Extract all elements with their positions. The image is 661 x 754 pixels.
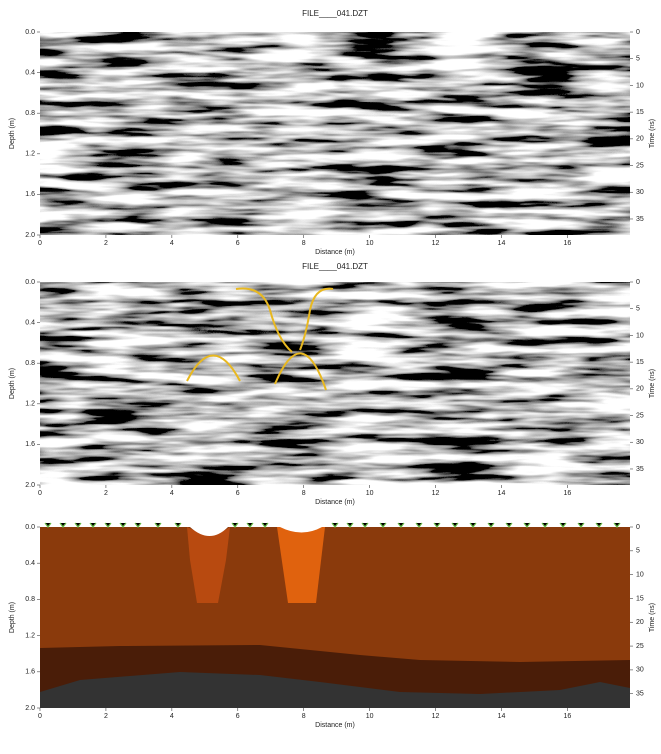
- y2-tick-label: 0: [636, 524, 640, 531]
- y-tick-label: 1.2: [25, 401, 35, 408]
- y2-tick-label: 25: [636, 412, 644, 419]
- y-tick-label: 0.0: [25, 29, 35, 36]
- y2-axis-label: Time (ns): [649, 603, 656, 632]
- x-tick-label: 2: [104, 240, 108, 247]
- x-tick-label: 6: [236, 713, 240, 720]
- x-tick-label: 0: [38, 713, 42, 720]
- x-tick-label: 16: [563, 490, 571, 497]
- x-axis-label: Distance (m): [315, 249, 355, 256]
- y2-tick-label: 20: [636, 619, 644, 626]
- x-tick-label: 16: [563, 713, 571, 720]
- y2-tick-label: 30: [636, 189, 644, 196]
- x-tick-label: 16: [563, 240, 571, 247]
- x-tick-label: 8: [302, 490, 306, 497]
- x-tick-label: 4: [170, 240, 174, 247]
- y-tick-label: 0.0: [25, 279, 35, 286]
- x-tick-label: 10: [366, 490, 374, 497]
- x-tick-label: 4: [170, 713, 174, 720]
- y-tick-label: 0.8: [25, 110, 35, 117]
- y-tick-label: 1.6: [25, 669, 35, 676]
- y2-tick-label: 35: [636, 466, 644, 473]
- y-tick-label: 0.8: [25, 360, 35, 367]
- y-tick-label: 1.2: [25, 151, 35, 158]
- y2-tick-label: 30: [636, 667, 644, 674]
- x-tick-label: 14: [498, 713, 506, 720]
- y2-tick-label: 25: [636, 643, 644, 650]
- y2-axis-label: Time (ns): [649, 369, 656, 398]
- y-tick-label: 2.0: [25, 232, 35, 239]
- y2-axis-label: Time (ns): [649, 119, 656, 148]
- x-tick-label: 12: [432, 490, 440, 497]
- y-tick-label: 0.0: [25, 524, 35, 531]
- radargram-image: [40, 282, 630, 485]
- x-tick-label: 6: [236, 240, 240, 247]
- y-axis-label: Depth (m): [9, 602, 16, 633]
- soil-section: [40, 522, 630, 708]
- x-tick-label: 4: [170, 490, 174, 497]
- radargram-image: [40, 32, 630, 235]
- y2-tick-label: 5: [636, 548, 640, 555]
- y2-tick-label: 20: [636, 136, 644, 143]
- x-axis-label: Distance (m): [315, 499, 355, 506]
- y2-tick-label: 0: [636, 279, 640, 286]
- x-tick-label: 2: [104, 713, 108, 720]
- hyperbola-annotations: [186, 287, 334, 391]
- x-tick-label: 14: [498, 240, 506, 247]
- y2-tick-label: 10: [636, 82, 644, 89]
- x-tick-label: 2: [104, 490, 108, 497]
- x-tick-label: 8: [302, 240, 306, 247]
- y2-tick-label: 0: [636, 29, 640, 36]
- y-axis-label: Depth (m): [9, 368, 16, 399]
- y-tick-label: 0.4: [25, 560, 35, 567]
- y2-tick-label: 10: [636, 332, 644, 339]
- y-axis-label: Depth (m): [9, 118, 16, 149]
- x-axis-label: Distance (m): [315, 722, 355, 729]
- y-tick-label: 2.0: [25, 482, 35, 489]
- y2-tick-label: 10: [636, 571, 644, 578]
- y2-tick-label: 15: [636, 109, 644, 116]
- y-tick-label: 2.0: [25, 705, 35, 712]
- x-tick-label: 12: [432, 713, 440, 720]
- y-tick-label: 0.4: [25, 69, 35, 76]
- x-tick-label: 10: [366, 713, 374, 720]
- y2-tick-label: 25: [636, 162, 644, 169]
- x-tick-label: 8: [302, 713, 306, 720]
- y2-tick-label: 15: [636, 359, 644, 366]
- y2-tick-label: 35: [636, 216, 644, 223]
- y2-tick-label: 20: [636, 386, 644, 393]
- x-tick-label: 12: [432, 240, 440, 247]
- y2-tick-label: 5: [636, 306, 640, 313]
- panel-title: FILE____041.DZT: [302, 262, 368, 271]
- x-tick-label: 0: [38, 490, 42, 497]
- panel-title: FILE____041.DZT: [302, 9, 368, 18]
- y2-tick-label: 15: [636, 595, 644, 602]
- y2-tick-label: 35: [636, 691, 644, 698]
- y-tick-label: 0.8: [25, 596, 35, 603]
- y-tick-label: 1.6: [25, 441, 35, 448]
- x-tick-label: 14: [498, 490, 506, 497]
- x-tick-label: 0: [38, 240, 42, 247]
- x-tick-label: 6: [236, 490, 240, 497]
- x-tick-label: 10: [366, 240, 374, 247]
- y-tick-label: 0.4: [25, 319, 35, 326]
- axes: FILE____041.DZT 0 2 4 6 8 10 12 14 16 0.0 0.4 0.8 1.2…: [9, 9, 656, 729]
- y2-tick-label: 30: [636, 439, 644, 446]
- y2-tick-label: 5: [636, 56, 640, 63]
- y-tick-label: 1.2: [25, 632, 35, 639]
- y-tick-label: 1.6: [25, 191, 35, 198]
